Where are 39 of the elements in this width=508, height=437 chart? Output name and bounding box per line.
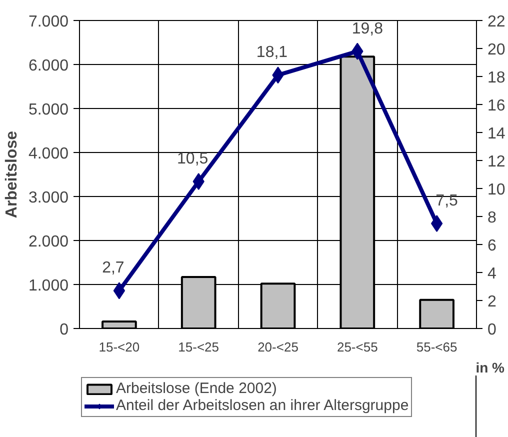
legend-label: Arbeitslose (Ende 2002) [116,380,277,397]
y2-tick-label: 22 [488,14,506,30]
y-tick-label: 7.000 [28,14,69,30]
y2-tick-label: 2 [488,294,496,310]
y2-tick-label: 16 [488,98,506,114]
x-tick-label: 55-<65 [416,340,458,354]
y2-tick-label: 4 [488,266,496,282]
point [430,215,443,232]
x-tick-label: 15-<20 [98,340,140,354]
y-tick-label: 3.000 [28,190,69,206]
y2-tick-label: 0 [488,322,496,338]
y2-axis-title: in % [476,360,506,376]
y-tick-label: 6.000 [28,58,69,74]
y2-tick-label: 20 [488,42,506,58]
y2-tick-label: 6 [488,238,496,254]
y-axis-title: Arbeitslose [3,130,20,218]
data-label: 19,8 [352,20,384,38]
y-tick-label: 5.000 [28,102,69,118]
bar [102,320,137,328]
y-tick-label: 0 [60,322,69,338]
x-tick-label: 15-<25 [178,340,220,354]
data-label: 2,7 [102,260,124,277]
data-label: 18,1 [256,44,288,62]
legend-label: Anteil der Arbeitslosen an ihrer Altersgruppe [116,397,409,414]
y2-tick-label: 10 [488,182,506,198]
y2-tick-label: 18 [488,70,506,86]
point [113,282,126,300]
data-label: 10,5 [177,150,208,168]
x-tick-label: 20-<25 [258,340,298,354]
y2-tick-label: 8 [488,210,496,226]
y2-tick-label: 14 [488,126,506,142]
bar [419,298,454,328]
y2-tick-label: 12 [488,154,506,170]
data-label: 7,5 [436,192,458,210]
y-tick-label: 1.000 [28,278,69,294]
y-tick-label: 4.000 [28,146,69,162]
point [192,173,204,190]
y-tick-label: 2.000 [28,234,69,250]
x-tick-label: 25-<55 [336,340,378,354]
